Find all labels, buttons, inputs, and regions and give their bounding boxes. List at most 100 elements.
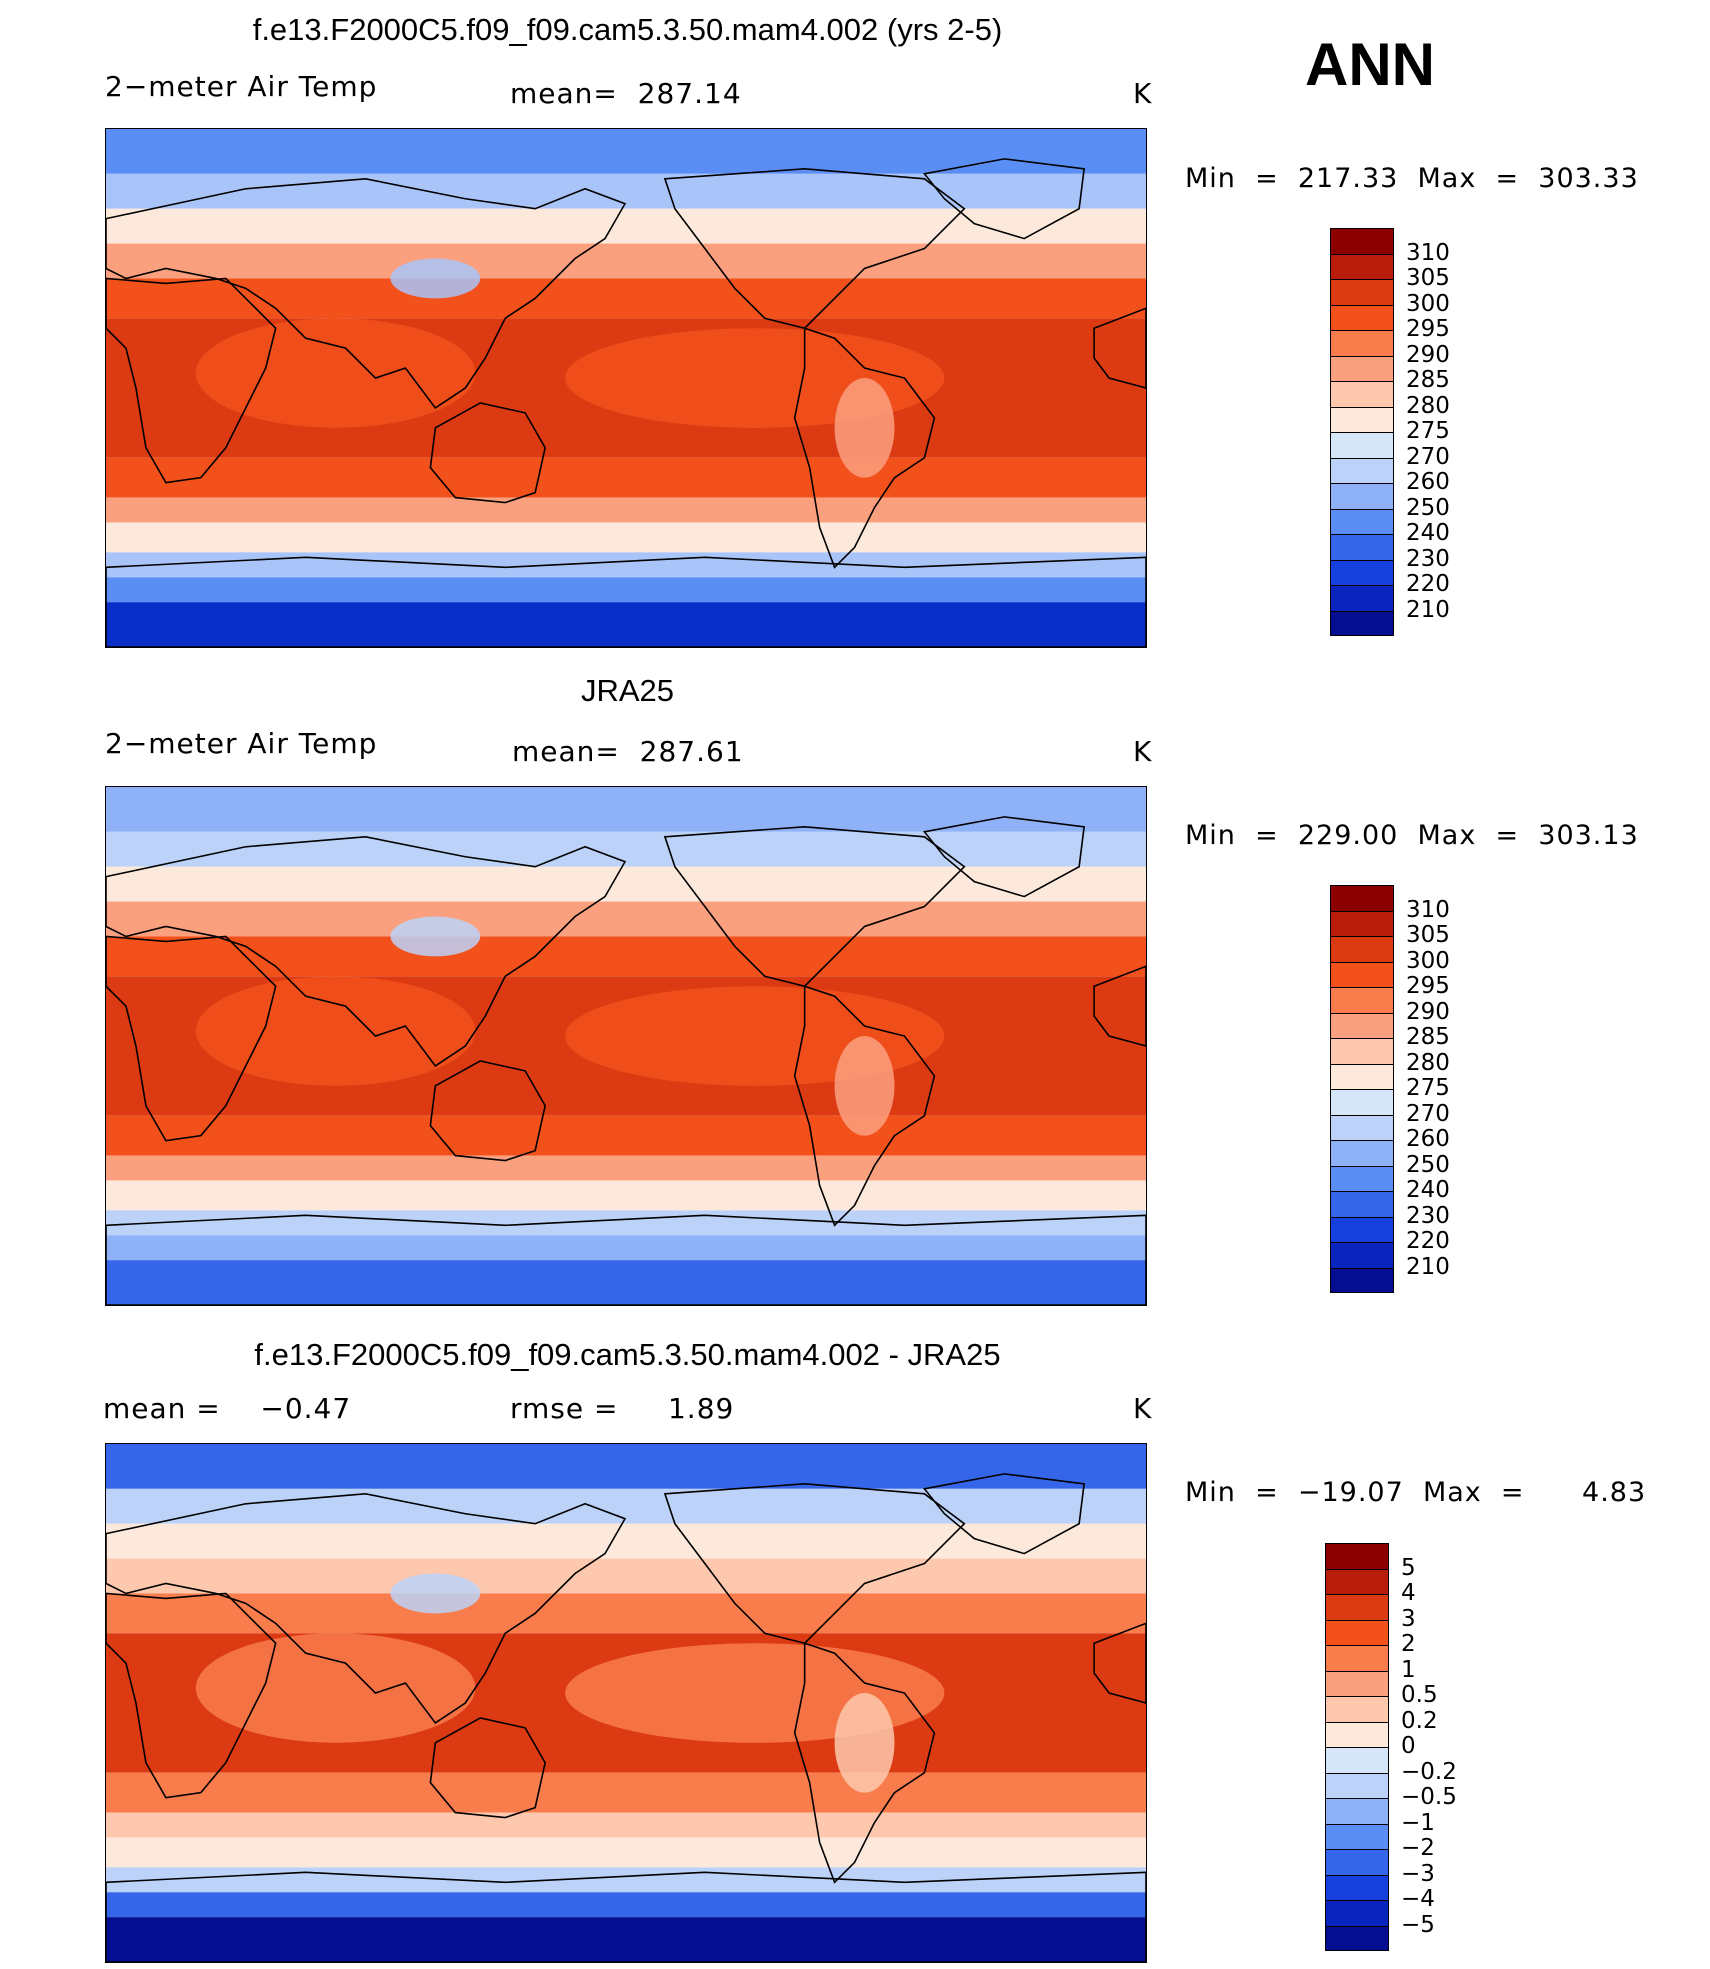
coastline: [106, 178, 627, 410]
coastline: [1093, 307, 1146, 389]
colorbar-tick-label: −4: [1401, 1886, 1435, 1912]
coastline: [663, 826, 966, 988]
colorbar-tick-label: 305: [1406, 265, 1450, 291]
colorbar-swatch: [1326, 1671, 1388, 1697]
colorbar-tick-label: −0.2: [1401, 1758, 1457, 1785]
temperature-band: [106, 577, 1146, 603]
panel-1-mean-label: mean= 287.14: [510, 77, 742, 110]
colorbar-tick-label: 290: [1406, 341, 1450, 368]
colorbar-swatch: [1326, 1926, 1388, 1950]
temperature-band: [106, 1837, 1146, 1868]
colorbar-swatch: [1331, 407, 1393, 433]
panel-1-map: [105, 128, 1147, 648]
coastline: [922, 1473, 1086, 1555]
colorbar-swatch: [1326, 1850, 1388, 1876]
temperature-band: [106, 831, 1146, 867]
colorbar-swatches: [1330, 885, 1394, 1293]
coastline: [106, 1592, 277, 1799]
coastline: [106, 277, 277, 484]
colorbar-tick-label: 270: [1406, 1100, 1450, 1127]
panel-3-title: f.e13.F2000C5.f09_f09.cam5.3.50.mam4.002…: [254, 1337, 1001, 1372]
colorbar-tick-label: 230: [1406, 545, 1450, 572]
coastline: [106, 1871, 1146, 1962]
colorbar-swatch: [1331, 356, 1393, 382]
colorbar-tick-label: 220: [1406, 1228, 1450, 1254]
temperature-band: [106, 1772, 1146, 1813]
colorbar-tick-label: 300: [1406, 290, 1450, 317]
colorbar-tick-label: 300: [1406, 947, 1450, 974]
colorbar-swatch: [1331, 1268, 1393, 1292]
colorbar-tick-label: 310: [1406, 896, 1450, 923]
panel-2-variable-label: 2−meter Air Temp: [105, 727, 378, 760]
colorbar-swatch: [1331, 1090, 1393, 1116]
temperature-band: [106, 787, 1146, 832]
panel-3-map: [105, 1443, 1147, 1963]
colorbar-swatch: [1326, 1697, 1388, 1723]
panel-3-rmse-label: rmse = 1.89: [510, 1392, 735, 1425]
temperature-band: [106, 1917, 1146, 1962]
temperature-anomaly-patch: [834, 1036, 895, 1136]
colorbar-swatch: [1326, 1646, 1388, 1672]
colorbar-swatch: [1331, 560, 1393, 586]
colorbar-swatch: [1331, 1141, 1393, 1167]
colorbar-swatch: [1331, 331, 1393, 357]
colorbar-swatch: [1331, 229, 1393, 255]
temperature-band: [106, 522, 1146, 553]
temperature-band: [106, 602, 1146, 647]
colorbar-tick-label: 250: [1406, 494, 1450, 521]
panel-1-units-label: K: [1133, 77, 1153, 110]
colorbar-tick-label: 270: [1406, 443, 1450, 470]
temperature-anomaly-patch: [390, 916, 481, 957]
colorbar-tick-label: 2: [1401, 1631, 1416, 1657]
temperature-band: [106, 243, 1146, 279]
temperature-anomaly-patch: [195, 1633, 476, 1743]
colorbar-tick-label: 285: [1406, 367, 1450, 393]
coastline: [106, 1214, 1146, 1305]
coastline: [793, 327, 936, 569]
colorbar-tick-label: 250: [1406, 1151, 1450, 1178]
colorbar-tick-label: 0.2: [1401, 1707, 1438, 1734]
colorbar-swatch: [1331, 509, 1393, 535]
coastline: [922, 816, 1086, 898]
temperature-band: [106, 1558, 1146, 1594]
colorbar-tick-label: 210: [1406, 596, 1450, 623]
temperature-band: [106, 1180, 1146, 1211]
coastline: [793, 1642, 936, 1884]
colorbar-swatch: [1331, 1217, 1393, 1243]
season-label: ANN: [1305, 31, 1435, 98]
temperature-band: [106, 1867, 1146, 1893]
panel-3-min-max: Min = −19.07 Max = 4.83: [1185, 1477, 1647, 1508]
colorbar-swatch: [1331, 1243, 1393, 1269]
temperature-band: [106, 173, 1146, 209]
temperature-band: [106, 457, 1146, 498]
temperature-band: [106, 1260, 1146, 1305]
colorbar-swatch: [1326, 1544, 1388, 1570]
colorbar-tick-label: −2: [1401, 1835, 1435, 1861]
temperature-band: [106, 497, 1146, 523]
colorbar-swatch: [1326, 1773, 1388, 1799]
colorbar-swatch: [1331, 1166, 1393, 1192]
colorbar-tick-label: 290: [1406, 998, 1450, 1025]
temperature-band: [106, 552, 1146, 578]
temperature-band: [106, 901, 1146, 937]
temperature-band: [106, 129, 1146, 174]
coastline: [663, 1483, 966, 1645]
colorbar-swatch: [1331, 254, 1393, 280]
temperature-anomaly-patch: [195, 318, 476, 428]
panel-2-units-label: K: [1133, 735, 1153, 768]
colorbar-tick-label: 275: [1406, 418, 1450, 444]
colorbar-swatch: [1326, 1595, 1388, 1621]
colorbar-tick-label: 240: [1406, 1177, 1450, 1203]
colorbar-tick-label: 275: [1406, 1075, 1450, 1101]
colorbar-tick-label: −3: [1401, 1860, 1435, 1887]
colorbar-tick-label: 310: [1406, 239, 1450, 266]
colorbar-swatch: [1331, 1013, 1393, 1039]
temperature-anomaly-patch: [195, 976, 476, 1086]
colorbar-swatch: [1331, 1115, 1393, 1141]
colorbar-tick-label: 230: [1406, 1202, 1450, 1229]
panel-3-units-label: K: [1133, 1392, 1153, 1425]
coastline: [1093, 965, 1146, 1047]
colorbar-swatch: [1331, 886, 1393, 912]
colorbar-swatch: [1331, 962, 1393, 988]
coastline: [106, 935, 277, 1142]
